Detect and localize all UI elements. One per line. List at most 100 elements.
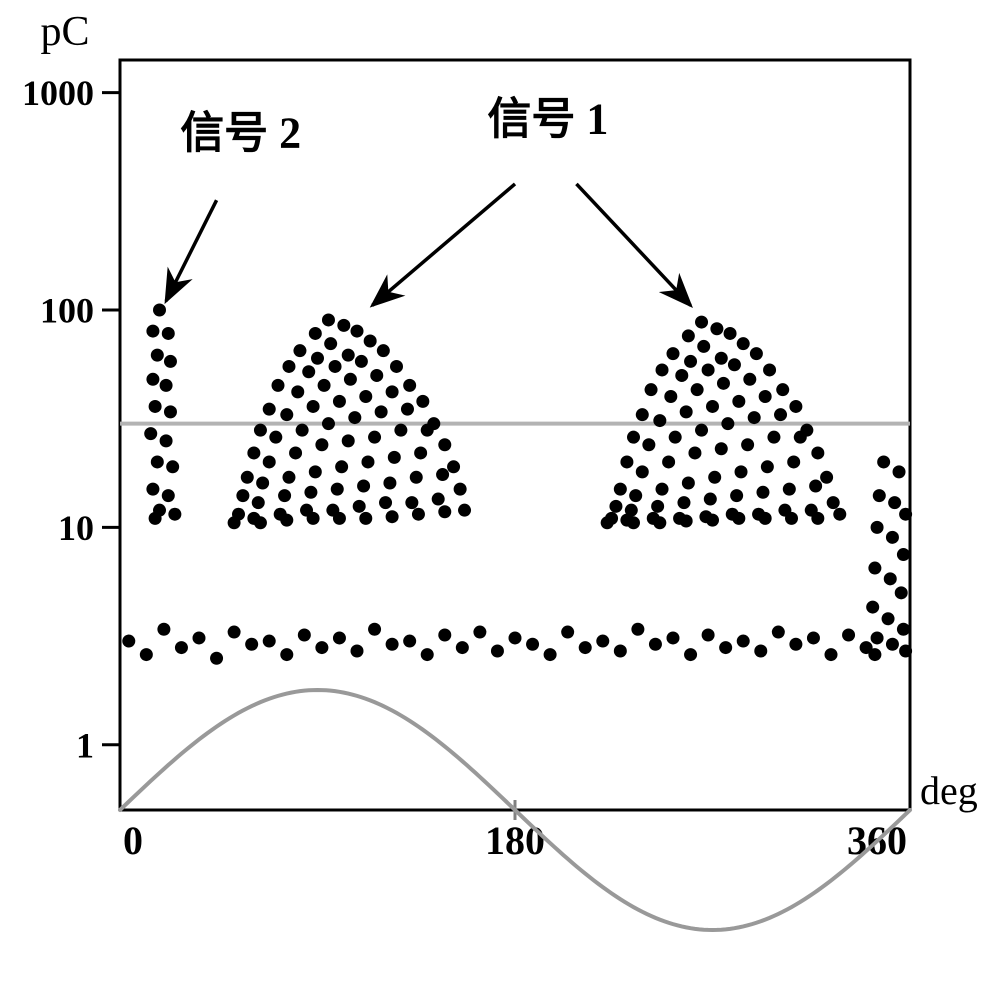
data-point [651,500,664,513]
data-point [315,641,328,654]
data-point [871,631,884,644]
data-point [252,496,265,509]
data-point [280,648,293,661]
data-point [886,638,899,651]
data-point [438,628,451,641]
data-point [263,403,276,416]
data-point [368,623,381,636]
data-point [149,512,162,525]
data-point [677,496,690,509]
data-point [684,355,697,368]
data-point [664,390,677,403]
data-point [789,638,802,651]
data-point [289,446,302,459]
data-point [403,635,416,648]
data-point [893,465,906,478]
data-point [351,325,364,338]
data-point [842,628,855,641]
data-point [682,477,695,490]
data-point [157,623,170,636]
data-point [153,304,166,317]
plot-frame [120,60,910,810]
data-point [416,395,429,408]
data-point [737,337,750,350]
data-point [763,363,776,376]
data-point [884,572,897,585]
data-point [337,319,350,332]
data-point [756,486,769,499]
data-point [344,373,357,386]
data-point [351,645,364,658]
data-point [293,344,306,357]
annotation-arrow [166,200,216,301]
data-point [544,648,557,661]
data-point [886,531,899,544]
data-point [357,480,370,493]
data-point [649,638,662,651]
data-point [735,465,748,478]
data-point [296,424,309,437]
data-point [414,446,427,459]
data-point [383,477,396,490]
data-point [653,414,666,427]
data-point [379,496,392,509]
data-point [526,638,539,651]
data-point [897,548,910,561]
x-tick-label: 180 [485,818,545,863]
data-point [809,480,822,493]
data-point [614,645,627,658]
data-point [348,411,361,424]
data-point [724,327,737,340]
data-point [695,424,708,437]
data-point [390,360,403,373]
data-point [386,510,399,523]
data-point [386,385,399,398]
data-point [394,424,407,437]
y-tick-label: 100 [40,291,94,331]
data-point [318,379,331,392]
data-point [410,471,423,484]
data-point [228,516,241,529]
data-point [210,652,223,665]
data-point [667,347,680,360]
data-point [282,360,295,373]
data-point [386,638,399,651]
data-point [162,327,175,340]
data-point [122,635,135,648]
data-point [653,516,666,529]
data-point [669,431,682,444]
data-point [164,355,177,368]
data-point [322,313,335,326]
annotation-arrow [372,184,515,305]
data-point [761,460,774,473]
data-point [732,512,745,525]
data-point [140,648,153,661]
data-point [146,325,159,338]
data-point [269,431,282,444]
data-point [772,626,785,639]
data-point [278,489,291,502]
data-point [359,512,372,525]
data-point [706,400,719,413]
data-point [750,347,763,360]
data-point [146,483,159,496]
data-point [702,363,715,376]
y-tick-label: 1 [76,725,94,765]
data-point [247,446,260,459]
data-point [438,505,451,518]
data-point [151,455,164,468]
data-point [311,352,324,365]
data-point [322,417,335,430]
data-point [783,483,796,496]
chart-svg: 1101001000pC0180360deg信号 2信号 1 [0,0,1000,988]
data-point [680,515,693,528]
data-point [263,635,276,648]
data-point [579,641,592,654]
data-point [785,512,798,525]
data-point [741,438,754,451]
data-point [151,349,164,362]
data-point [636,408,649,421]
data-point [708,471,721,484]
data-point [695,316,708,329]
data-point [897,623,910,636]
